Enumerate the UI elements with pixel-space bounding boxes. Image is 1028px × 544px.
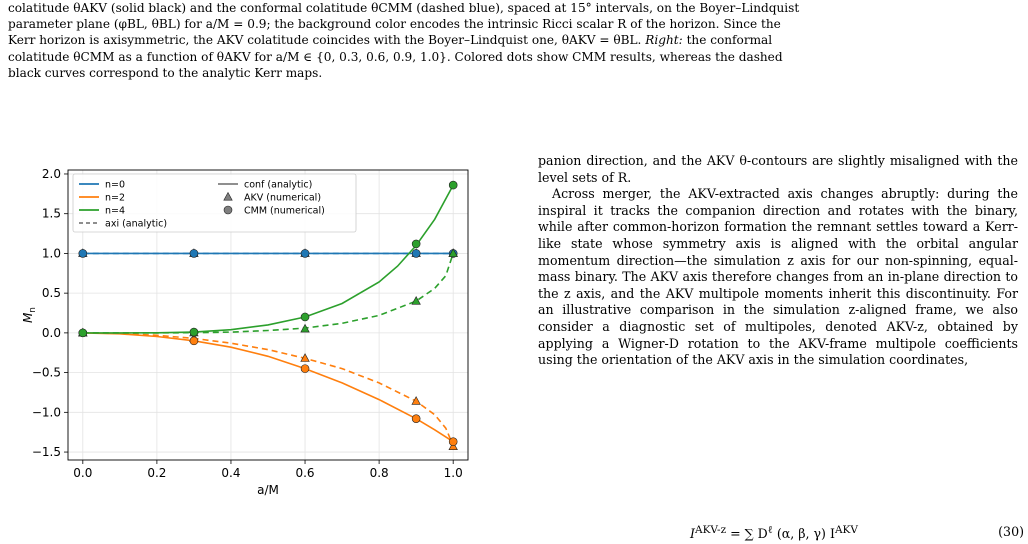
cmm-point-n2 xyxy=(411,414,421,423)
x-tick-label: 0.8 xyxy=(370,466,389,480)
caption-line-3: Kerr horizon is axisymmetric, the AKV co… xyxy=(8,32,1023,48)
axi-curve-n2 xyxy=(82,332,454,447)
plot-frame xyxy=(67,169,469,461)
legend-label: conf (analytic) xyxy=(244,180,312,191)
x-axis-label: a/M xyxy=(257,483,279,497)
cmm-point-n0 xyxy=(189,249,199,258)
cmm-point-n0 xyxy=(300,249,310,258)
cmm-point-n4 xyxy=(189,327,199,337)
akv-point-n4 xyxy=(300,323,310,333)
legend-label: n=4 xyxy=(105,206,125,217)
cmm-point-n4 xyxy=(78,328,88,338)
cmm-point-n2 xyxy=(448,437,458,447)
body-paragraph-1: panion direction, and the AKV θ-contours… xyxy=(538,153,1018,185)
cmm-point-n0 xyxy=(78,249,88,258)
body-text-column: panion direction, and the AKV θ-contours… xyxy=(538,153,1018,369)
eq-mid-sup: ℓ xyxy=(767,524,773,536)
cmm-point-n4 xyxy=(448,180,458,190)
legend-label: n=2 xyxy=(105,193,125,204)
eq-rhs-sup: AKV xyxy=(834,524,858,536)
axes-layer: 0.0 0.2 0.4 0.6 0.8 1.0 −1.5 −1.0 −0.5 0.0 0.5 1.0 1… xyxy=(21,167,469,497)
legend-label: n=0 xyxy=(105,180,125,191)
caption-line-4: colatitude θCMM as a function of θAKV fo… xyxy=(8,49,783,64)
caption-line-3-tail: the conformal xyxy=(682,33,773,48)
akv-point-n4 xyxy=(411,295,421,305)
figure-caption: colatitude θAKV (solid black) and the co… xyxy=(8,0,1023,81)
legend-label: AKV (numerical) xyxy=(244,193,321,204)
legend-label: CMM (numerical) xyxy=(244,206,325,217)
akv-point-n2 xyxy=(411,396,421,405)
y-tick-label: 1.5 xyxy=(42,207,61,221)
cmm-point-n2 xyxy=(189,336,199,346)
y-tick-label: 0.5 xyxy=(42,286,61,300)
caption-line-3-text: Kerr horizon is axisymmetric, the AKV co… xyxy=(8,33,642,48)
body-paragraph-2: Across merger, the AKV-extracted axis ch… xyxy=(538,186,1018,368)
y-tick-label: −1.0 xyxy=(32,405,61,419)
akv-point-n4 xyxy=(448,248,458,257)
x-tick-label: 0.4 xyxy=(221,466,240,480)
multipole-chart: 0.0 0.2 0.4 0.6 0.8 1.0 −1.5 −1.0 −0.5 0.0 0.5 1.0 1… xyxy=(21,167,469,497)
caption-right-label: Right: xyxy=(645,33,683,48)
caption-line-2: parameter plane (φBL, θBL) for a/M = 0.9… xyxy=(8,17,781,32)
cmm-point-n2 xyxy=(300,364,310,373)
x-tick-label: 0.2 xyxy=(147,466,166,480)
caption-line-5: black curves correspond to the analytic … xyxy=(8,65,323,80)
caption-line-1: colatitude θAKV (solid black) and the co… xyxy=(8,1,800,15)
x-tick-label: 1.0 xyxy=(444,466,463,480)
eq-middle: = ∑ D xyxy=(726,526,768,542)
legend-marker-circle xyxy=(223,205,233,215)
multipole-figure: 0.0 0.2 0.4 0.6 0.8 1.0 −1.5 −1.0 −0.5 0.0 0.5 1.0 1… xyxy=(8,152,508,512)
eq-lhs: I xyxy=(690,526,695,542)
y-tick-label: 0.0 xyxy=(42,326,61,340)
x-tick-label: 0.0 xyxy=(73,466,92,480)
eq-lhs-sup: AKV-z xyxy=(694,524,727,536)
cmm-point-n4 xyxy=(300,312,310,322)
cmm-point-n0 xyxy=(411,249,421,258)
y-tick-label: −0.5 xyxy=(32,366,61,380)
eq-mid-tail: (α, β, γ) I xyxy=(772,526,835,542)
x-tick-label: 0.6 xyxy=(295,466,314,480)
legend-label: axi (analytic) xyxy=(105,219,167,230)
cmm-point-n4 xyxy=(411,239,421,249)
y-tick-label: −1.5 xyxy=(32,445,61,459)
akv-point-n2 xyxy=(300,353,310,362)
legend-marker-triangle xyxy=(223,191,233,201)
equation-30: IAKV-z = ∑ Dℓ (α, β, γ) IAKV (30) xyxy=(690,524,1026,541)
legend-box xyxy=(72,173,357,233)
conf-curve-n2 xyxy=(82,332,454,443)
legend-layer: n=0 n=2 n=4 axi (analytic) conf (analytic) AK… xyxy=(72,173,357,233)
y-axis-label: Mn xyxy=(21,307,38,323)
marker-layer xyxy=(78,180,458,450)
y-tick-label: 2.0 xyxy=(42,167,61,181)
y-tick-label: 1.0 xyxy=(42,246,61,260)
equation-number: (30) xyxy=(998,524,1024,539)
